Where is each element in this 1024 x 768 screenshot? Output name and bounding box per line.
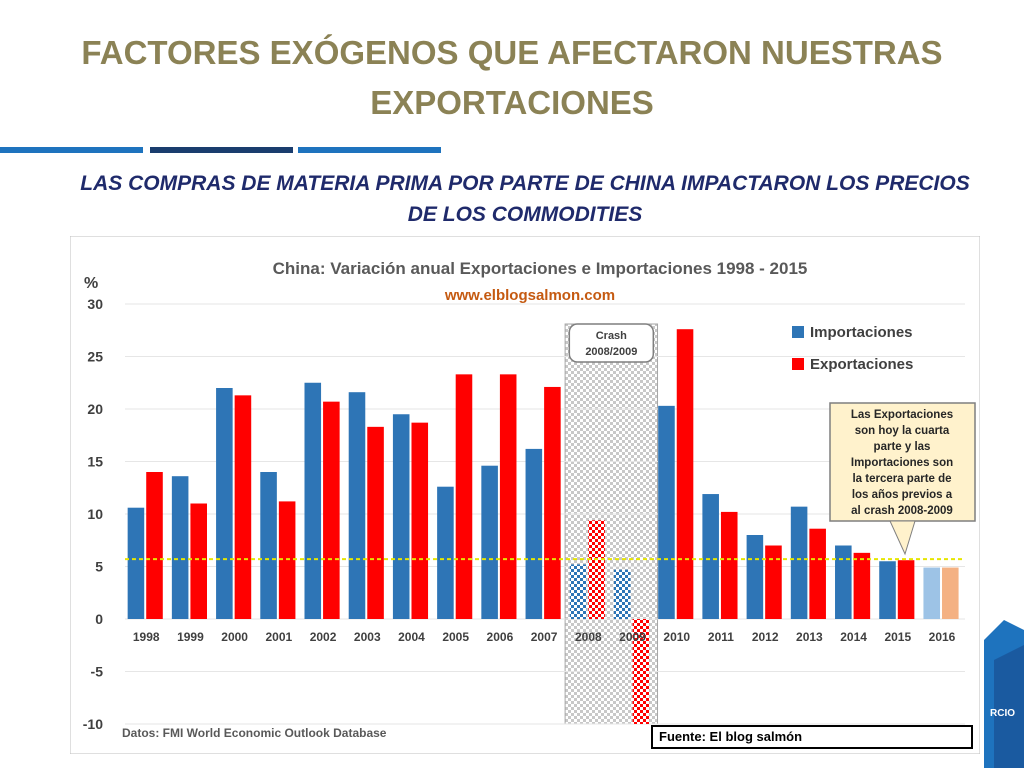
legend-swatch-importaciones: [792, 326, 804, 338]
bar-exportaciones-2015: [897, 560, 915, 619]
y-axis-label: %: [84, 275, 98, 292]
bar-importaciones-2012: [746, 535, 764, 619]
bar-exportaciones-2000: [234, 395, 252, 619]
corner-decoration-text: RCIO: [990, 708, 1015, 719]
chart-subtitle: www.elblogsalmon.com: [444, 287, 615, 304]
y-tick-label: -5: [91, 664, 104, 680]
bar-exportaciones-2001: [278, 501, 296, 619]
x-tick-label: 2008: [575, 630, 602, 644]
y-tick-label: 0: [95, 611, 103, 627]
x-tick-label: 2013: [796, 630, 823, 644]
x-tick-label: 2011: [708, 630, 734, 644]
bar-importaciones-2015: [879, 561, 896, 619]
x-tick-label: 2014: [840, 630, 867, 644]
crash-label-line-2: 2008/2009: [585, 346, 637, 358]
y-tick-label: 15: [87, 454, 103, 470]
legend-label-importaciones: Importaciones: [810, 324, 913, 341]
bar-exportaciones-1999: [190, 503, 207, 619]
bar-importaciones-2000: [216, 388, 233, 619]
x-tick-label: 2001: [266, 630, 293, 644]
bar-importaciones-2006: [481, 465, 498, 619]
annotation-line: parte y las: [874, 441, 931, 453]
title-divider-1: [0, 147, 143, 153]
bar-importaciones-2014: [835, 545, 852, 619]
bar-importaciones-2007: [525, 448, 543, 619]
y-tick-label: 25: [87, 349, 103, 365]
x-tick-label: 2012: [752, 630, 779, 644]
bar-importaciones-2011: [702, 494, 719, 619]
bar-importaciones-2013: [790, 506, 808, 619]
slide-title: FACTORES EXÓGENOS QUE AFECTARON NUESTRAS…: [81, 34, 943, 121]
x-tick-label: 2000: [221, 630, 248, 644]
x-tick-label: 2015: [884, 630, 911, 644]
bar-exportaciones-2011: [720, 511, 738, 619]
bar-importaciones-2005: [437, 486, 454, 619]
annotation-line: la tercera parte de: [852, 473, 951, 485]
bar-importaciones-2003: [348, 392, 366, 619]
crash-label-box: [568, 323, 655, 363]
bar-importaciones-2016: [923, 567, 941, 619]
chart-footnote: Datos: FMI World Economic Outlook Databa…: [122, 726, 387, 740]
slide-subtitle: LAS COMPRAS DE MATERIA PRIMA POR PARTE D…: [80, 172, 970, 226]
bar-exportaciones-2010: [676, 329, 694, 619]
bar-importaciones-2008: [569, 564, 587, 619]
bar-exportaciones-2007: [544, 386, 561, 619]
bar-exportaciones-2016: [942, 567, 959, 619]
x-tick-label: 2002: [310, 630, 337, 644]
bar-exportaciones-2006: [499, 374, 517, 619]
bar-exportaciones-2012: [765, 545, 782, 619]
x-tick-label: 2007: [531, 630, 558, 644]
source-box: Fuente: El blog salmón: [651, 725, 973, 749]
annotation-line: Importaciones son: [851, 457, 953, 469]
bar-importaciones-2009: [613, 569, 631, 619]
bar-exportaciones-2002: [323, 401, 340, 619]
bar-importaciones-2004: [392, 414, 410, 619]
bar-importaciones-2002: [304, 382, 322, 619]
x-tick-label: 1998: [133, 630, 160, 644]
annotation-pointer: [889, 520, 916, 556]
crash-label-line-1: Crash: [596, 330, 627, 342]
x-tick-label: 2006: [487, 630, 514, 644]
chart-title: China: Variación anual Exportaciones e I…: [273, 259, 808, 278]
corner-decoration: [984, 620, 1024, 768]
annotation-line: son hoy la cuarta: [855, 425, 950, 437]
bar-exportaciones-2008: [588, 520, 605, 619]
bar-importaciones-1999: [171, 476, 189, 619]
x-tick-label: 2009: [619, 630, 646, 644]
annotation-line: al crash 2008-2009: [851, 505, 953, 517]
bar-exportaciones-2003: [367, 426, 384, 619]
bar-importaciones-2001: [260, 472, 277, 619]
legend-swatch-exportaciones: [792, 358, 804, 370]
bar-exportaciones-2004: [411, 422, 429, 619]
title-divider-2: [150, 147, 293, 153]
x-tick-label: 2004: [398, 630, 425, 644]
x-tick-label: 2010: [663, 630, 690, 644]
x-tick-label: 2003: [354, 630, 381, 644]
bar-exportaciones-2009: [632, 619, 650, 724]
x-tick-label: 2005: [442, 630, 469, 644]
title-divider-3: [298, 147, 441, 153]
bar-exportaciones-2013: [809, 528, 826, 619]
bar-importaciones-2010: [658, 405, 675, 619]
annotation-line: Las Exportaciones: [851, 409, 953, 421]
bar-exportaciones-1998: [146, 472, 163, 619]
y-tick-label: 20: [87, 401, 103, 417]
x-tick-label: 1999: [177, 630, 204, 644]
x-tick-label: 2016: [929, 630, 956, 644]
bar-importaciones-1998: [127, 507, 145, 619]
y-tick-label: 30: [87, 296, 103, 312]
annotation-box: [829, 402, 976, 522]
y-tick-label: 10: [87, 506, 103, 522]
bar-exportaciones-2014: [853, 552, 871, 619]
y-tick-label: -10: [83, 716, 103, 732]
y-tick-label: 5: [95, 559, 103, 575]
annotation-line: los años previos a: [852, 489, 953, 501]
legend-label-exportaciones: Exportaciones: [810, 356, 913, 373]
bar-exportaciones-2005: [455, 374, 473, 619]
